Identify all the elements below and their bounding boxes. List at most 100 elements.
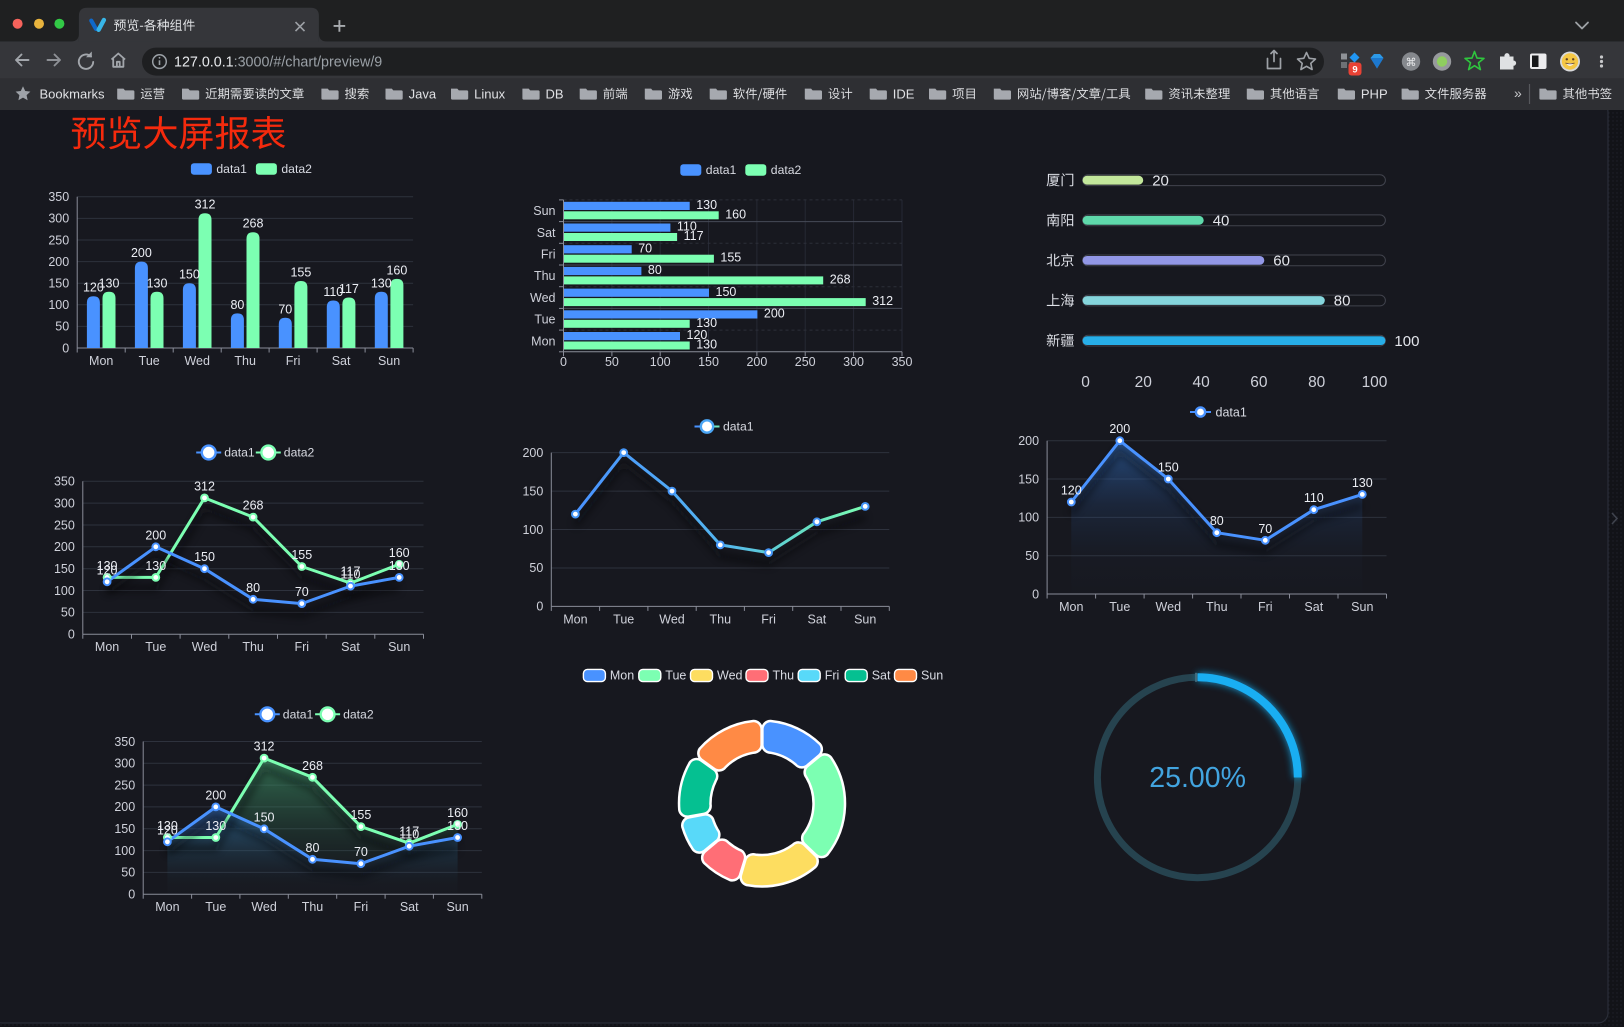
svg-text:150: 150	[716, 285, 737, 299]
svg-text:Fri: Fri	[541, 247, 556, 261]
svg-text:200: 200	[114, 800, 135, 814]
svg-text:250: 250	[795, 355, 816, 369]
svg-text:data1: data1	[283, 708, 314, 722]
svg-text:Sat: Sat	[872, 669, 891, 683]
svg-text:Thu: Thu	[242, 640, 264, 654]
svg-text:Sun: Sun	[388, 640, 410, 654]
svg-text:80: 80	[1334, 293, 1351, 310]
svg-text:40: 40	[1192, 374, 1210, 391]
svg-text:Bookmarks: Bookmarks	[40, 86, 106, 101]
svg-text:Sun: Sun	[446, 900, 468, 914]
svg-text:70: 70	[354, 845, 368, 859]
svg-text:200: 200	[1109, 422, 1130, 436]
svg-text:155: 155	[350, 808, 371, 822]
svg-text:Fri: Fri	[295, 640, 310, 654]
svg-text:200: 200	[145, 528, 166, 542]
svg-text:70: 70	[638, 241, 652, 255]
svg-text:Sun: Sun	[533, 204, 555, 218]
svg-text:Sat: Sat	[808, 613, 827, 627]
svg-text:Thu: Thu	[534, 269, 556, 283]
svg-text:150: 150	[48, 277, 69, 291]
svg-text:data2: data2	[284, 446, 315, 460]
svg-text:data1: data1	[1216, 405, 1247, 419]
svg-text:100: 100	[1018, 511, 1039, 525]
svg-text:200: 200	[522, 446, 543, 460]
svg-text:Tue: Tue	[139, 354, 160, 368]
svg-text:⌘: ⌘	[1406, 57, 1417, 69]
svg-text:Fri: Fri	[825, 669, 840, 683]
svg-text:Java: Java	[409, 86, 437, 101]
svg-text:Sat: Sat	[400, 900, 419, 914]
svg-text:130: 130	[447, 819, 468, 833]
svg-text:130: 130	[696, 198, 717, 212]
svg-text:Thu: Thu	[234, 354, 256, 368]
svg-text:200: 200	[1018, 434, 1039, 448]
svg-text:0: 0	[536, 600, 543, 614]
svg-text:350: 350	[48, 190, 69, 204]
svg-text:Sat: Sat	[332, 354, 351, 368]
svg-text:Wed: Wed	[659, 613, 685, 627]
svg-text:data2: data2	[343, 708, 374, 722]
svg-text:100: 100	[1394, 333, 1419, 350]
svg-text:50: 50	[121, 866, 135, 880]
svg-text:130: 130	[147, 276, 168, 290]
svg-text:Linux: Linux	[474, 86, 506, 101]
svg-text:Tue: Tue	[534, 313, 555, 327]
svg-text:Mon: Mon	[155, 900, 179, 914]
svg-text:155: 155	[291, 548, 312, 562]
svg-text:117: 117	[399, 825, 419, 839]
svg-text:Fri: Fri	[286, 354, 301, 368]
svg-text:200: 200	[764, 307, 785, 321]
svg-text:312: 312	[194, 479, 215, 493]
svg-text:250: 250	[54, 518, 75, 532]
svg-text:data1: data1	[706, 163, 737, 177]
svg-text:50: 50	[605, 355, 619, 369]
svg-text:60: 60	[1273, 253, 1290, 270]
svg-text:20: 20	[1135, 374, 1153, 391]
svg-text:0: 0	[1081, 374, 1090, 391]
svg-text:Tue: Tue	[665, 669, 686, 683]
svg-text:Wed: Wed	[530, 291, 556, 305]
svg-text:0: 0	[128, 888, 135, 902]
svg-text:155: 155	[720, 251, 741, 265]
svg-text:Sun: Sun	[921, 669, 943, 683]
svg-text:350: 350	[114, 735, 135, 749]
svg-text:120: 120	[97, 563, 118, 577]
svg-text:350: 350	[892, 355, 913, 369]
svg-text:268: 268	[830, 272, 851, 286]
svg-text:Fri: Fri	[761, 613, 776, 627]
svg-text:data1: data1	[723, 420, 754, 434]
svg-text:Fri: Fri	[1258, 600, 1273, 614]
svg-text:268: 268	[243, 217, 264, 231]
svg-text:Sat: Sat	[341, 640, 360, 654]
svg-text:160: 160	[447, 806, 468, 820]
svg-text:»: »	[1514, 85, 1522, 101]
svg-text:150: 150	[114, 822, 135, 836]
svg-text:200: 200	[48, 255, 69, 269]
svg-text:100: 100	[1362, 374, 1388, 391]
svg-text:130: 130	[97, 559, 118, 573]
svg-text:250: 250	[114, 778, 135, 792]
svg-text:Thu: Thu	[710, 613, 732, 627]
svg-text:100: 100	[650, 355, 671, 369]
svg-text:Wed: Wed	[251, 900, 277, 914]
svg-text:60: 60	[1250, 374, 1268, 391]
svg-text:100: 100	[114, 844, 135, 858]
svg-text:0: 0	[1032, 587, 1039, 601]
svg-text:50: 50	[1025, 549, 1039, 563]
svg-text:data1: data1	[216, 162, 247, 176]
svg-text:Thu: Thu	[773, 669, 795, 683]
svg-text:Thu: Thu	[1206, 600, 1228, 614]
svg-text:Mon: Mon	[610, 669, 634, 683]
svg-text:150: 150	[254, 810, 275, 824]
svg-text:0: 0	[62, 341, 69, 355]
svg-text:160: 160	[389, 546, 410, 560]
svg-text:70: 70	[295, 585, 309, 599]
svg-text:117: 117	[684, 229, 704, 243]
svg-text:Tue: Tue	[145, 640, 166, 654]
svg-text:data2: data2	[771, 163, 802, 177]
svg-text:Tue: Tue	[205, 900, 226, 914]
svg-text:130: 130	[157, 819, 178, 833]
svg-text:Sat: Sat	[537, 226, 556, 240]
svg-text:150: 150	[179, 268, 200, 282]
